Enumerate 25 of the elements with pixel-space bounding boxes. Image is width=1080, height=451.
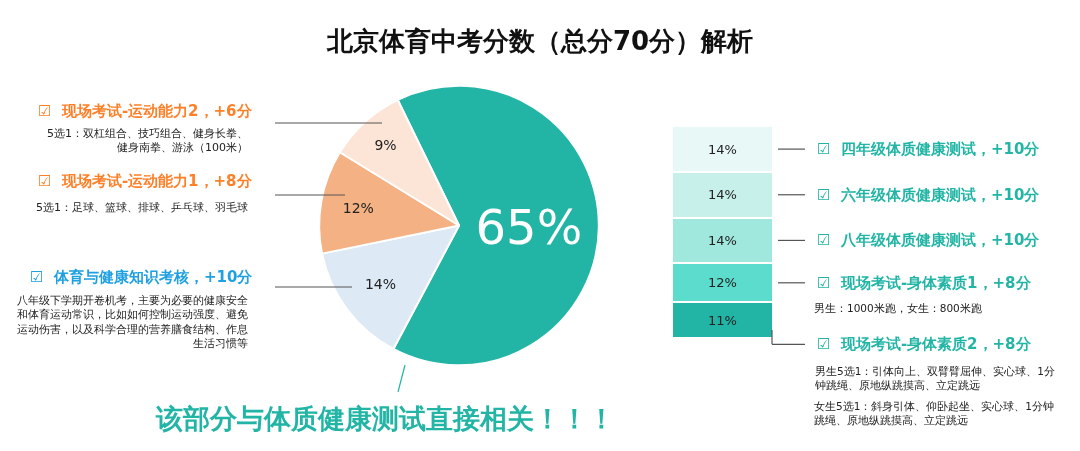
text: ☑ 现场考试-身体素质1，+8分 <box>817 274 1032 292</box>
text: 男生：1000米跑，女生：800米跑 <box>814 302 982 314</box>
data-label: 12% <box>342 199 374 216</box>
text: 5选1：双杠组合、技巧组合、健身长拳、健身南拳、游泳（100米） <box>47 127 248 155</box>
chart-title: 北京体育中考分数（总分70分）解析 <box>325 25 754 56</box>
data-label: 11% <box>708 312 737 328</box>
data-label: 65% <box>475 198 583 255</box>
data-label: 14% <box>364 276 397 293</box>
text: 男生5选1：引体向上、双臂臂屈伸、实心球、1分钟跳绳、原地纵跳摸高、立定跳远 <box>814 365 1056 391</box>
text: 八年级下学期开卷机考，主要为必要的健康安全和体育运动常识，比如如何控制运动强度、避免运动伤害，以及科学合理的营养膳食结构、作息生活习惯等 <box>17 294 248 350</box>
text: ☑ 现场考试-运动能力2，+6分 <box>38 102 253 120</box>
data-label: 12% <box>708 275 737 291</box>
data-label: 14% <box>708 187 737 203</box>
text: ☑ 八年级体质健康测试，+10分 <box>817 231 1041 249</box>
data-label: 14% <box>708 141 737 157</box>
text: 该部分与体质健康测试直接相关！！！ <box>155 403 615 434</box>
text: ☑ 四年级体质健康测试，+10分 <box>817 140 1041 158</box>
text: 女生5选1：斜身引体、仰卧起坐、实心球、1分钟跳绳、原地纵跳摸高、立定跳远 <box>814 400 1055 426</box>
text: ☑ 六年级体质健康测试，+10分 <box>817 186 1041 204</box>
text: ☑ 现场考试-运动能力1，+8分 <box>38 172 253 190</box>
text: ☑ 现场考试-身体素质2，+8分 <box>817 335 1032 353</box>
text: 5选1：足球、篮球、排球、乒乓球、羽毛球 <box>36 201 248 214</box>
text: ☑ 体育与健康知识考核，+10分 <box>30 268 254 286</box>
data-label: 9% <box>374 136 397 153</box>
data-label: 14% <box>708 232 737 248</box>
